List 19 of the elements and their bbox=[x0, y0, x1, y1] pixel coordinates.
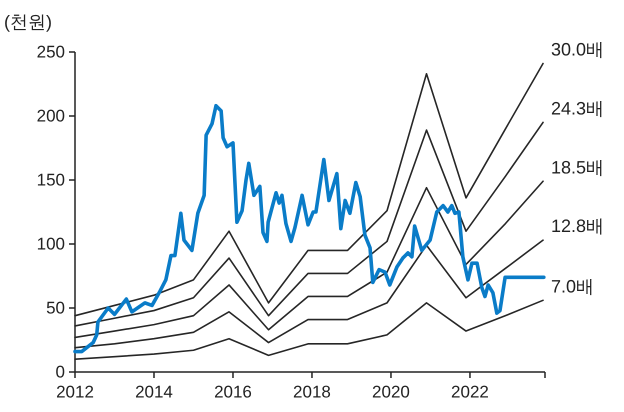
x-tick-label: 2020 bbox=[372, 382, 410, 402]
x-tick-label: 2022 bbox=[451, 382, 489, 402]
y-tick-label: 50 bbox=[46, 298, 65, 318]
series-label: 18.5배 bbox=[551, 157, 604, 178]
y-tick-label: 100 bbox=[36, 234, 65, 254]
x-tick-label: 2018 bbox=[293, 382, 331, 402]
x-tick-label: 2016 bbox=[214, 382, 252, 402]
y-tick-label: 150 bbox=[36, 170, 65, 190]
series-label: 30.0배 bbox=[551, 40, 604, 60]
series-label: 7.0배 bbox=[551, 276, 594, 296]
x-tick-label: 2014 bbox=[135, 382, 173, 402]
y-tick-label: 0 bbox=[56, 362, 65, 382]
series-label: 12.8배 bbox=[551, 216, 604, 236]
line-series bbox=[73, 104, 546, 354]
y-tick-label: 250 bbox=[36, 42, 65, 62]
y-tick-label: 200 bbox=[36, 106, 65, 126]
x-tick-label: 2012 bbox=[56, 382, 94, 402]
series-label: 24.3배 bbox=[551, 98, 604, 118]
y-axis-title: (천원) bbox=[4, 12, 52, 32]
